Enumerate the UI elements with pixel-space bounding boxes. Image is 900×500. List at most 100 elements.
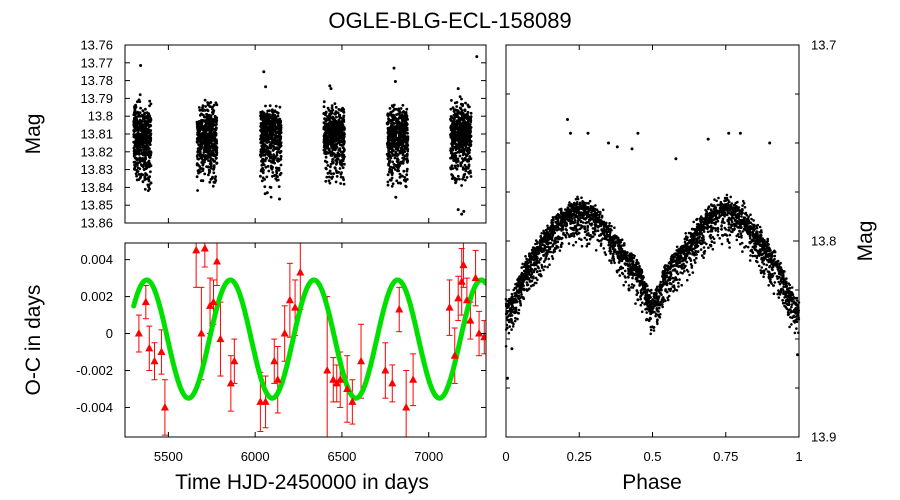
lightcurve-point [142, 162, 146, 166]
lightcurve-point [201, 104, 205, 107]
lightcurve-point [400, 134, 404, 138]
phased-point [635, 258, 639, 262]
phased-point [532, 269, 535, 273]
lightcurve-point [279, 171, 283, 175]
lightcurve-point [391, 121, 395, 125]
lightcurve-point [461, 141, 465, 145]
lightcurve-point [264, 165, 268, 169]
lightcurve-point [215, 145, 218, 149]
phased-point [613, 248, 617, 251]
lightcurve-point [401, 144, 404, 148]
lightcurve-point [269, 155, 272, 159]
lightcurve-point [259, 112, 263, 116]
lightcurve-point [205, 145, 208, 149]
lightcurve-point [460, 123, 464, 126]
lightcurve-point [406, 135, 410, 139]
phased-point [540, 232, 543, 235]
lightcurve-point [391, 154, 394, 157]
lightcurve-point [395, 179, 399, 183]
lightcurve-point [464, 101, 467, 105]
lightcurve-point [462, 126, 465, 130]
lightcurve-point [329, 162, 333, 166]
phased-point [574, 231, 577, 234]
lightcurve-point [323, 159, 327, 163]
lightcurve-point [461, 118, 465, 122]
lightcurve-point [390, 176, 394, 180]
lightcurve-point [339, 172, 343, 176]
phased-point [706, 230, 710, 234]
oc-x-tick-label: 6500 [327, 449, 356, 464]
lightcurve-point [141, 152, 144, 155]
lightcurve-point [455, 101, 459, 104]
oc-point [459, 260, 468, 269]
phased-point [672, 280, 675, 284]
lightcurve-point [388, 167, 392, 171]
lightcurve-point [329, 165, 332, 169]
lightcurve-point [138, 143, 142, 147]
oc-point [209, 297, 218, 306]
phased-point [538, 269, 542, 273]
lightcurve-point [201, 119, 205, 123]
lightcurve-point [132, 153, 136, 157]
lightcurve-point [134, 116, 138, 120]
lightcurve-point [328, 129, 331, 132]
lightcurve-point [272, 159, 275, 163]
lightcurve-point [265, 156, 268, 160]
oc-point [200, 244, 209, 252]
phased-point [534, 276, 538, 280]
lightcurve-point [276, 178, 280, 182]
phased-point [583, 225, 586, 228]
lightcurve-point [401, 159, 405, 163]
lightcurve-outlier-point [462, 209, 466, 213]
oc-point [402, 402, 411, 411]
lightcurve-point [148, 156, 152, 159]
lightcurve-point [466, 114, 470, 118]
lightcurve-point [342, 178, 345, 182]
phased-point [666, 298, 670, 302]
lightcurve-point [450, 124, 453, 128]
lightcurve-point [451, 148, 454, 152]
lightcurve-point [148, 129, 152, 133]
oc-point [160, 402, 169, 411]
lightcurve-point [197, 124, 201, 128]
lightcurve-point [261, 147, 265, 151]
lightcurve-point [449, 119, 453, 122]
lightcurve-point [326, 143, 329, 147]
oc-point [462, 295, 471, 304]
lightcurve-point [267, 159, 271, 163]
lightcurve-point [139, 145, 142, 149]
lightcurve-point [389, 142, 393, 146]
lightcurve-point [139, 159, 143, 163]
lightcurve-point [136, 161, 139, 165]
lightcurve-point [328, 112, 332, 116]
lightcurve-point [137, 150, 141, 154]
lightcurve-point [467, 143, 471, 147]
lightcurve-point [324, 129, 328, 133]
lightcurve-point [391, 115, 394, 119]
lightcurve-point [451, 138, 455, 142]
lightcurve-point [271, 129, 274, 132]
lightcurve-point [324, 179, 328, 183]
oc-point [336, 375, 345, 383]
phased-point [583, 236, 587, 240]
lightcurve-point [330, 160, 334, 163]
phased-point [550, 221, 553, 224]
phased-point [556, 240, 560, 244]
lightcurve-point [149, 137, 153, 141]
lightcurve-point [197, 157, 201, 161]
lightcurve-point [387, 163, 390, 167]
lightcurve-point [137, 132, 141, 136]
lightcurve-point [212, 103, 216, 107]
lightcurve-point [141, 109, 145, 113]
phased-point [730, 223, 733, 226]
oc-point [192, 245, 201, 254]
phased-point [761, 252, 765, 256]
lightcurve-point [327, 175, 331, 179]
lightcurve-point [334, 180, 338, 184]
lightcurve-point [133, 127, 137, 131]
phased-point [765, 263, 768, 267]
lightcurve-point [271, 171, 275, 174]
lightcurve-point [405, 173, 409, 177]
lightcurve-point [211, 125, 214, 128]
lightcurve-point [138, 93, 142, 97]
